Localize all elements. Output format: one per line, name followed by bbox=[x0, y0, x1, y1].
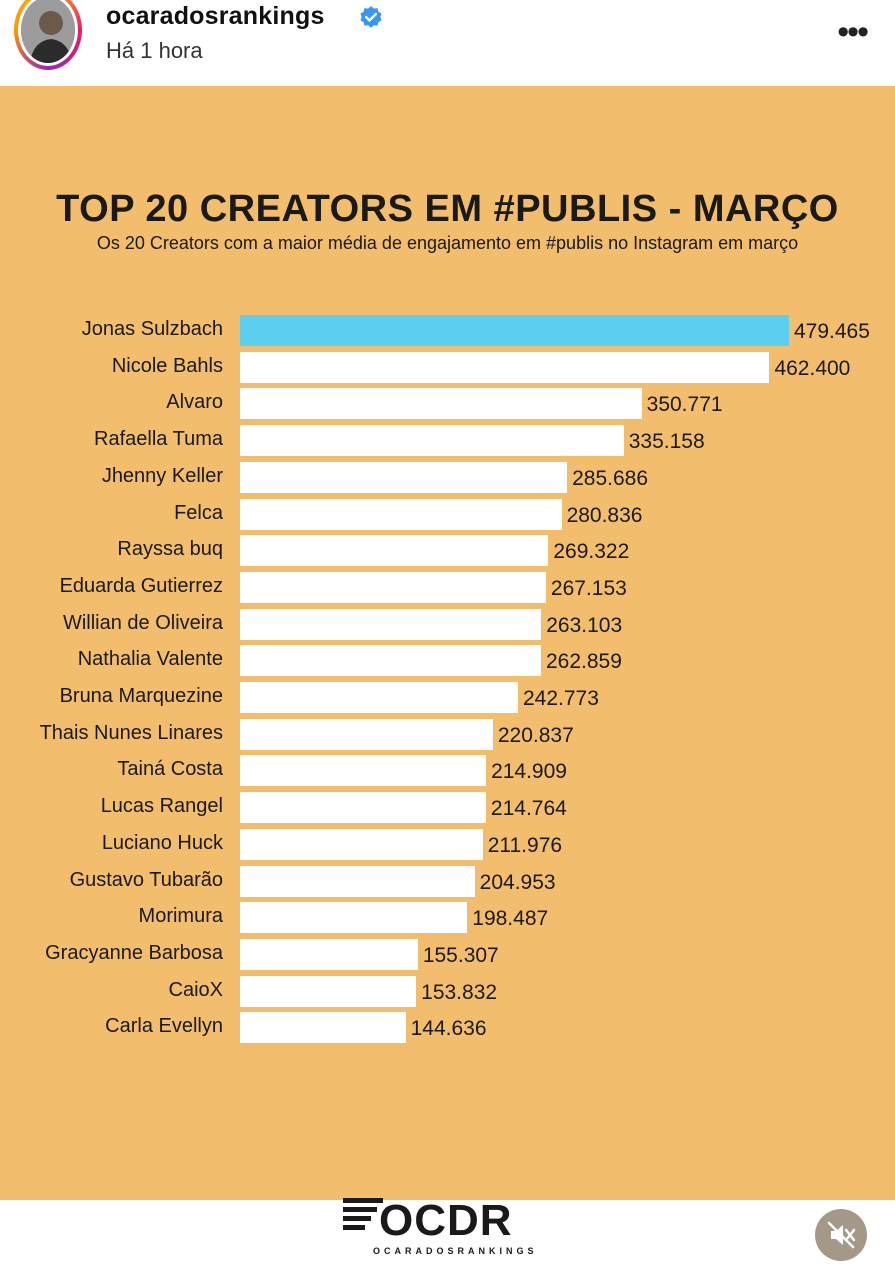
value-label: 263.103 bbox=[546, 613, 623, 637]
chart-title: TOP 20 CREATORS EM #PUBLIS - MARÇO bbox=[56, 188, 839, 230]
category-label: Gracyanne Barbosa bbox=[45, 941, 223, 964]
value-label: 262.859 bbox=[545, 650, 622, 674]
bar bbox=[240, 1012, 406, 1044]
bar bbox=[240, 571, 546, 603]
bar bbox=[240, 755, 487, 787]
value-label: 211.976 bbox=[487, 833, 563, 857]
category-label: Eduarda Gutierrez bbox=[59, 574, 223, 597]
value-label: 462.400 bbox=[774, 356, 851, 380]
value-label: 220.837 bbox=[497, 723, 574, 747]
category-label: Rafaella Tuma bbox=[94, 428, 223, 451]
story-ring[interactable] bbox=[14, 0, 82, 70]
category-label: Nicole Bahls bbox=[111, 354, 223, 377]
avatar[interactable] bbox=[18, 0, 78, 66]
speaker-muted-icon bbox=[827, 1221, 856, 1249]
post-time: Há 1 hora bbox=[106, 38, 203, 63]
logo-speed-lines-icon bbox=[343, 1198, 383, 1230]
category-label: Tainá Costa bbox=[117, 758, 223, 781]
logo-subtext: OCARADOSRANKINGS bbox=[373, 1246, 538, 1256]
category-label: Lucas Rangel bbox=[100, 795, 223, 818]
username[interactable]: ocaradosrankings bbox=[106, 2, 325, 30]
mute-button[interactable] bbox=[815, 1209, 867, 1261]
category-label: CaioX bbox=[168, 978, 223, 1001]
category-label: Felca bbox=[174, 501, 223, 524]
category-label: Rayssa buq bbox=[117, 538, 223, 561]
ocdr-logo: OCDR OCARADOSRANKINGS bbox=[343, 1194, 553, 1260]
bar bbox=[240, 388, 642, 420]
value-label: 269.322 bbox=[553, 540, 630, 564]
value-label: 155.307 bbox=[422, 943, 499, 967]
category-label: Carla Evellyn bbox=[105, 1015, 223, 1038]
value-label: 198.487 bbox=[472, 907, 549, 931]
bar bbox=[240, 975, 417, 1007]
bar bbox=[240, 902, 468, 934]
category-label: Luciano Huck bbox=[101, 831, 223, 854]
value-label: 350.771 bbox=[646, 393, 723, 417]
bar bbox=[240, 938, 418, 970]
bar bbox=[240, 498, 562, 530]
value-label: 285.686 bbox=[572, 466, 649, 490]
value-label: 242.773 bbox=[522, 687, 599, 710]
value-label: 144.636 bbox=[410, 1017, 487, 1041]
bar bbox=[240, 792, 486, 824]
more-options-icon[interactable]: ••• bbox=[837, 13, 869, 51]
category-label: Thais Nunes Linares bbox=[39, 721, 223, 744]
bar bbox=[240, 315, 789, 346]
value-label: 280.836 bbox=[566, 503, 643, 527]
bar bbox=[240, 351, 770, 383]
bar bbox=[240, 828, 483, 860]
category-label: Bruna Marquezine bbox=[59, 685, 223, 707]
value-label: 214.764 bbox=[490, 797, 567, 821]
value-label: 204.953 bbox=[479, 870, 556, 894]
bar bbox=[240, 645, 541, 677]
logo-text: OCDR bbox=[379, 1196, 513, 1245]
category-label: Jhenny Keller bbox=[101, 464, 223, 487]
verified-badge-icon bbox=[360, 6, 382, 28]
bar bbox=[240, 535, 549, 567]
bar bbox=[240, 425, 624, 457]
post-header: ocaradosrankings Há 1 hora ••• bbox=[0, 0, 895, 86]
bar bbox=[240, 718, 493, 750]
bar bbox=[240, 865, 475, 897]
bar bbox=[240, 608, 542, 640]
category-label: Jonas Sulzbach bbox=[81, 318, 223, 340]
category-label: Willian de Oliveira bbox=[62, 611, 223, 634]
value-label: 153.832 bbox=[421, 980, 498, 1004]
category-label: Nathalia Valente bbox=[77, 648, 223, 671]
value-label: 335.158 bbox=[628, 430, 705, 454]
category-label: Alvaro bbox=[166, 391, 223, 414]
value-label: 214.909 bbox=[491, 760, 567, 784]
category-label: Morimura bbox=[138, 905, 223, 928]
chart-subtitle: Os 20 Creators com a maior média de enga… bbox=[96, 233, 799, 253]
bar bbox=[240, 461, 568, 493]
value-label: 267.153 bbox=[550, 576, 627, 600]
value-label: 479.465 bbox=[794, 320, 870, 343]
category-label: Gustavo Tubarão bbox=[69, 868, 223, 891]
bar bbox=[240, 682, 518, 713]
avatar-photo-icon bbox=[21, 0, 75, 63]
post-image[interactable]: TOP 20 CREATORS EM #PUBLIS - MARÇO Os 20… bbox=[0, 86, 895, 1261]
